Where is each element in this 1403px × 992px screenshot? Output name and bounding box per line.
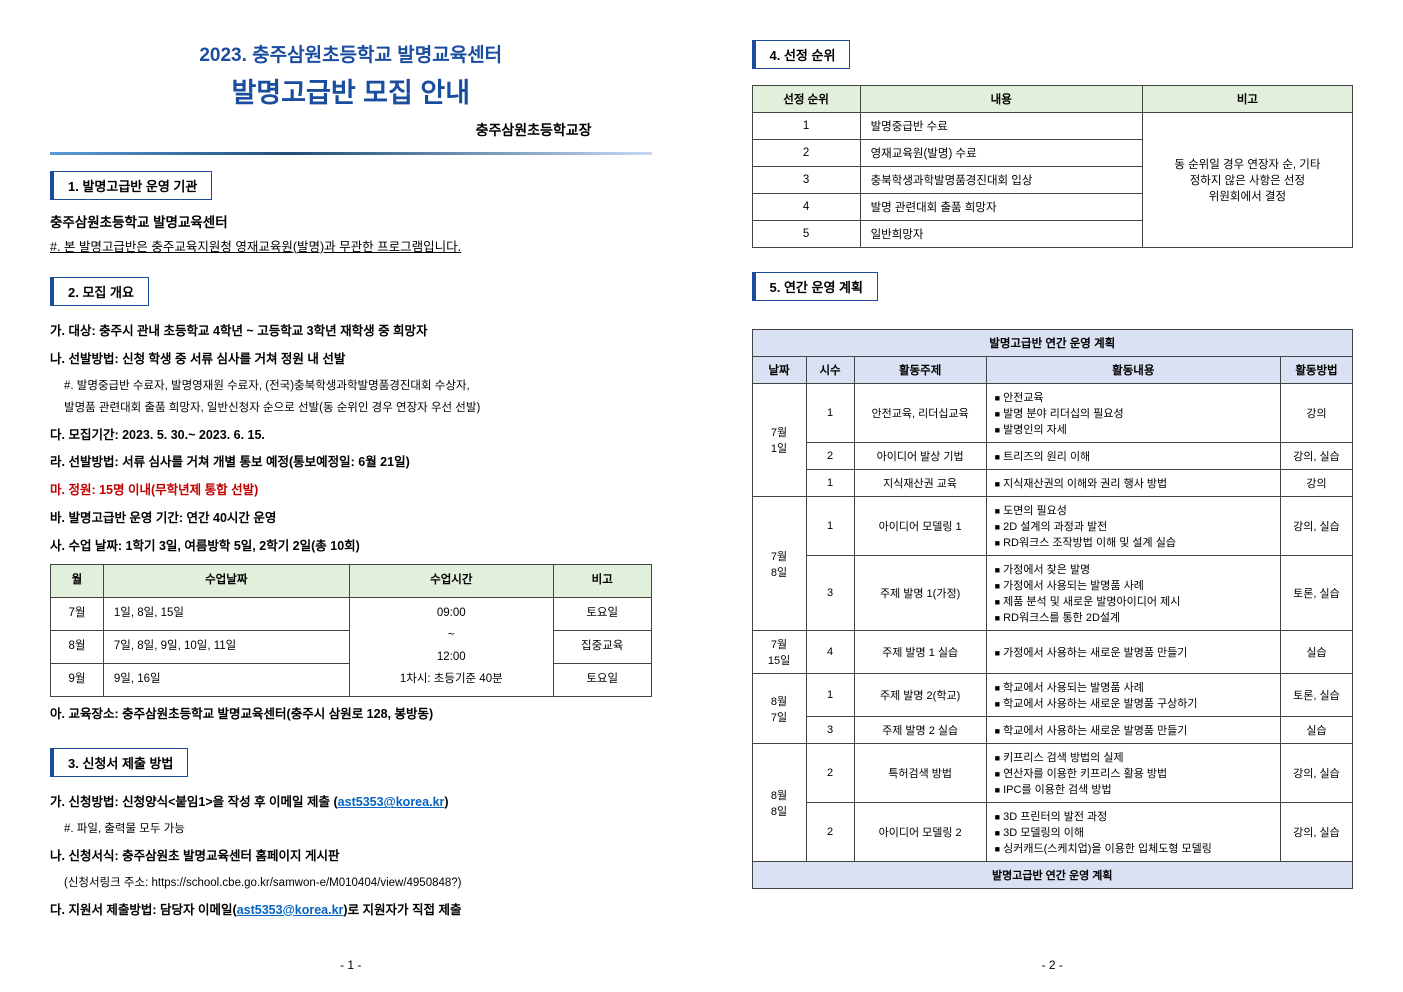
item-d: 라. 선발방법: 서류 심사를 거쳐 개별 통보 예정(통보예정일: 6월 21… (50, 451, 652, 475)
item-e: 마. 정원: 15명 이내(무학년제 통합 선발) (50, 479, 652, 503)
table-row: 7월 8일1아이디어 모델링 1도면의 필요성2D 설계의 과정과 발전RD워크… (752, 497, 1353, 556)
table-row: 8월 8일2특허검색 방법키프리스 검색 방법의 실제연산자를 이용한 키프리스… (752, 744, 1353, 803)
date-cell: 7월 1일 (752, 384, 806, 497)
apply-b: 나. 신청서식: 충주삼원초 발명교육센터 홈페이지 게시판 (50, 845, 652, 869)
page-2: 4. 선정 순위 선정 순위 내용 비고 1 발명중급반 수료 동 순위일 경우… (702, 0, 1403, 992)
section-5-head: 5. 연간 운영 계획 (752, 272, 878, 301)
schedule-table: 월 수업날짜 수업시간 비고 7월 1일, 8일, 15일 09:00 ~ 12… (50, 564, 652, 696)
table-row: 발명고급반 연간 운영 계획 (752, 862, 1353, 889)
item-f: 바. 발명고급반 운영 기간: 연간 40시간 운영 (50, 507, 652, 531)
table-row: 3주제 발명 2 실습학교에서 사용하는 새로운 발명품 만들기실습 (752, 717, 1353, 744)
item-b-sub2: 발명품 관련대회 출품 희망자, 일반신청자 순으로 선발(동 순위인 경우 연… (64, 398, 652, 420)
section-3-head: 3. 신청서 제출 방법 (50, 748, 188, 777)
subtitle: 충주삼원초등학교장 (50, 120, 592, 140)
table-row: 7월 15일4주제 발명 1 실습가정에서 사용하는 새로운 발명품 만들기실습 (752, 631, 1353, 674)
date-cell: 8월 8일 (752, 744, 806, 862)
table-row: 7월 1일1안전교육, 리더십교육안전교육발명 분야 리더십의 필요성발명인의 … (752, 384, 1353, 443)
section-3-body: 가. 신청방법: 신청양식<붙임1>을 작성 후 이메일 제출 (ast5353… (50, 791, 652, 922)
page-1: 2023. 충주삼원초등학교 발명교육센터 발명고급반 모집 안내 충주삼원초등… (0, 0, 702, 992)
org-name: 충주삼원초등학교 발명교육센터 (50, 210, 652, 236)
table-row: 3주제 발명 1(가정)가정에서 찾은 발명가정에서 사용되는 발명품 사례제품… (752, 556, 1353, 631)
section-2-body: 가. 대상: 충주시 관내 초등학교 4학년 ~ 고등학교 3학년 재학생 중 … (50, 320, 652, 726)
item-b: 나. 선발방법: 신청 학생 중 서류 심사를 거쳐 정원 내 선발 (50, 348, 652, 372)
priority-table: 선정 순위 내용 비고 1 발명중급반 수료 동 순위일 경우 연장자 순, 기… (752, 85, 1354, 248)
col-dates: 수업날짜 (103, 565, 349, 598)
table-row: 날짜 시수 활동주제 활동내용 활동방법 (752, 357, 1353, 384)
apply-a-sub: #. 파일, 출력물 모두 가능 (64, 819, 652, 841)
table-row: 1지식재산권 교육지식재산권의 이해와 권리 행사 방법강의 (752, 470, 1353, 497)
table-row: 발명고급반 연간 운영 계획 (752, 330, 1353, 357)
plan-table: 발명고급반 연간 운영 계획 날짜 시수 활동주제 활동내용 활동방법 7월 1… (752, 329, 1354, 889)
email-link-2[interactable]: ast5353@korea.kr (237, 903, 344, 917)
item-b-sub1: #. 발명중급반 수료자, 발명영재원 수료자, (전국)충북학생과학발명품경진… (64, 376, 652, 398)
item-g: 사. 수업 날짜: 1학기 3일, 여름방학 5일, 2학기 2일(총 10회) (50, 535, 652, 559)
apply-a: 가. 신청방법: 신청양식<붙임1>을 작성 후 이메일 제출 (ast5353… (50, 791, 652, 815)
item-a: 가. 대상: 충주시 관내 초등학교 4학년 ~ 고등학교 3학년 재학생 중 … (50, 320, 652, 344)
email-link[interactable]: ast5353@korea.kr (338, 795, 445, 809)
page-number: - 2 - (1042, 958, 1063, 972)
table-row: 2아이디어 모델링 23D 프린터의 발전 과정3D 모델링의 이해싱커캐드(스… (752, 803, 1353, 862)
divider (50, 152, 652, 155)
date-cell: 8월 7일 (752, 674, 806, 744)
section-1-head: 1. 발명고급반 운영 기관 (50, 171, 212, 200)
section-1-body: 충주삼원초등학교 발명교육센터 #. 본 발명고급반은 충주교육지원청 영재교육… (50, 210, 652, 259)
section-4-head: 4. 선정 순위 (752, 40, 851, 69)
title-line-1: 2023. 충주삼원초등학교 발명교육센터 (50, 40, 652, 67)
priority-note: 동 순위일 경우 연장자 순, 기타 정하지 않은 사항은 선정 위원회에서 결… (1142, 113, 1352, 248)
time-cell: 09:00 ~ 12:00 1차시: 초등기준 40분 (349, 598, 553, 697)
page-number: - 1 - (340, 958, 361, 972)
table-row: 월 수업날짜 수업시간 비고 (51, 565, 652, 598)
table-row: 2아이디어 발상 기법트리즈의 원리 이해강의, 실습 (752, 443, 1353, 470)
date-cell: 7월 8일 (752, 497, 806, 631)
org-note: #. 본 발명고급반은 충주교육지원청 영재교육원(발명)과 무관한 프로그램입… (50, 236, 652, 260)
table-row: 8월 7일1주제 발명 2(학교)학교에서 사용되는 발명품 사례학교에서 사용… (752, 674, 1353, 717)
table-row: 7월 1일, 8일, 15일 09:00 ~ 12:00 1차시: 초등기준 4… (51, 598, 652, 631)
item-c: 다. 모집기간: 2023. 5. 30.~ 2023. 6. 15. (50, 424, 652, 448)
table-row: 1 발명중급반 수료 동 순위일 경우 연장자 순, 기타 정하지 않은 사항은… (752, 113, 1353, 140)
section-2-head: 2. 모집 개요 (50, 277, 149, 306)
date-cell: 7월 15일 (752, 631, 806, 674)
apply-b-sub: (신청서링크 주소: https://school.cbe.go.kr/samw… (64, 873, 652, 895)
col-month: 월 (51, 565, 104, 598)
apply-c: 다. 지원서 제출방법: 담당자 이메일(ast5353@korea.kr)로 … (50, 899, 652, 923)
col-note: 비고 (553, 565, 651, 598)
item-h: 아. 교육장소: 충주삼원초등학교 발명교육센터(충주시 삼원로 128, 봉방… (50, 703, 652, 727)
title-line-2: 발명고급반 모집 안내 (50, 71, 652, 110)
col-time: 수업시간 (349, 565, 553, 598)
table-row: 선정 순위 내용 비고 (752, 86, 1353, 113)
